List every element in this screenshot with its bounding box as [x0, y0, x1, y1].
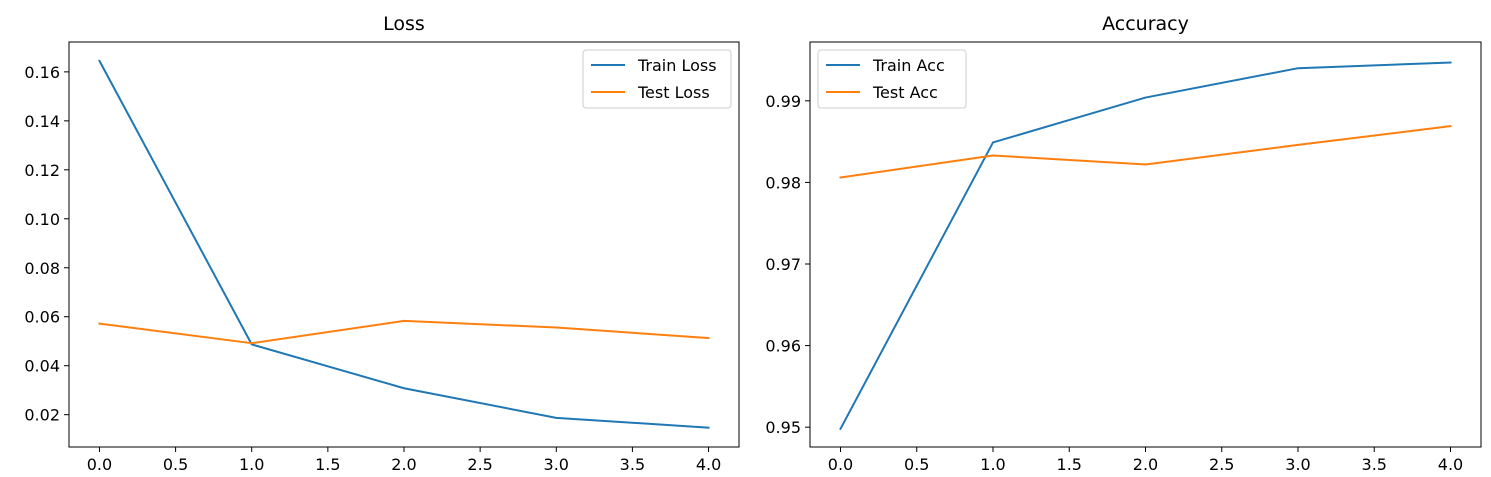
x-tick-label: 2.5	[1209, 455, 1234, 474]
y-tick-label: 0.10	[24, 210, 60, 229]
legend-label-test-acc: Test Acc	[872, 83, 938, 102]
y-tick-label: 0.97	[765, 255, 801, 274]
x-tick-label: 3.5	[620, 455, 645, 474]
x-tick-label: 3.5	[1362, 455, 1387, 474]
y-tick-label: 0.99	[765, 92, 801, 111]
legend-label-train-loss: Train Loss	[637, 56, 717, 75]
series-line-train-loss	[98, 59, 710, 429]
y-tick-label: 0.06	[24, 308, 60, 327]
y-tick-label: 0.16	[24, 63, 60, 82]
series-line-test-loss	[98, 319, 710, 345]
y-tick-label: 0.02	[24, 406, 60, 425]
x-tick-label: 0.5	[904, 455, 929, 474]
y-tick-label: 0.04	[24, 357, 60, 376]
x-tick-label: 1.0	[239, 455, 264, 474]
series-line-train-acc	[839, 61, 1452, 431]
x-tick-label: 0.0	[87, 455, 112, 474]
legend-label-train-acc: Train Acc	[872, 56, 945, 75]
y-tick-label: 0.96	[765, 337, 801, 356]
x-tick-label: 0.5	[163, 455, 188, 474]
y-tick-label: 0.08	[24, 259, 60, 278]
x-tick-label: 1.0	[980, 455, 1005, 474]
accuracy-chart: Accuracy 0.0 0.5 1.0 1.5 2.0 2.5 3.0 3.5 4.0 0.95 0…	[765, 13, 1482, 474]
x-tick-label: 2.0	[1133, 455, 1158, 474]
x-tick-label: 0.0	[828, 455, 853, 474]
x-tick-label: 3.0	[544, 455, 569, 474]
y-tick-label: 0.14	[24, 112, 60, 131]
x-tick-label: 1.5	[1057, 455, 1082, 474]
x-tick-label: 2.0	[391, 455, 416, 474]
chart-title: Loss	[383, 13, 425, 35]
series-line-test-acc	[839, 125, 1452, 179]
legend-label-test-loss: Test Loss	[637, 83, 710, 102]
x-tick-label: 2.5	[467, 455, 492, 474]
legend: Train Loss Test Loss	[582, 49, 732, 109]
chart-title: Accuracy	[1102, 13, 1189, 35]
y-tick-label: 0.12	[24, 161, 60, 180]
y-tick-label: 0.95	[765, 418, 801, 437]
x-tick-label: 4.0	[1438, 455, 1463, 474]
loss-chart: Loss 0.0 0.5 1.0 1.5 2.0 2.5 3.0 3.5 4.0 0.02 0.04 0…	[24, 13, 740, 474]
y-tick-label: 0.98	[765, 173, 801, 192]
x-tick-label: 1.5	[315, 455, 340, 474]
x-tick-label: 3.0	[1285, 455, 1310, 474]
x-tick-label: 4.0	[696, 455, 721, 474]
legend: Train Acc Test Acc	[817, 49, 967, 109]
